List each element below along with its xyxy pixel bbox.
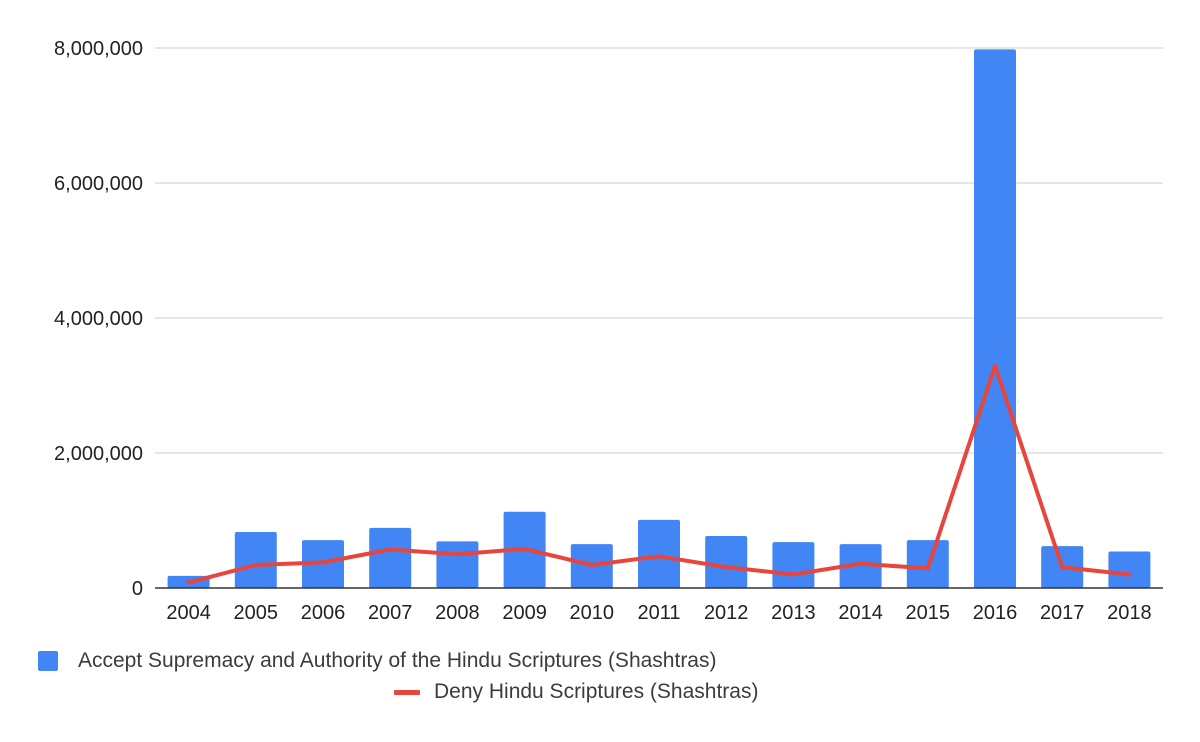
bar-2007[interactable] <box>369 527 412 588</box>
legend-swatch-bar-series <box>38 651 58 671</box>
y-tick-label: 4,000,000 <box>54 308 143 330</box>
legend-item-line-series[interactable]: Deny Hindu Scriptures (Shashtras) <box>394 680 758 704</box>
x-tick-label: 2013 <box>771 602 816 624</box>
bar-2016[interactable] <box>974 49 1016 589</box>
line-point-2012[interactable] <box>724 565 729 570</box>
x-tick-label: 2012 <box>704 602 749 624</box>
line-point-2017[interactable] <box>1060 565 1065 570</box>
line-point-2006[interactable] <box>321 560 325 565</box>
x-tick-label: 2005 <box>234 602 279 624</box>
legend-swatch-line-series <box>394 689 420 695</box>
y-tick-label: 6,000,000 <box>54 173 143 195</box>
line-point-2010[interactable] <box>589 563 594 568</box>
line-point-2013[interactable] <box>791 572 796 577</box>
line-point-2009[interactable] <box>522 546 527 551</box>
bar-2014[interactable] <box>839 544 882 588</box>
x-tick-label: 2007 <box>368 602 413 624</box>
line-point-2005[interactable] <box>253 563 258 568</box>
x-tick-label: 2010 <box>570 602 615 624</box>
legend-item-bar-series[interactable]: Accept Supremacy and Authority of the Hi… <box>38 649 716 673</box>
bar-2013[interactable] <box>772 542 815 588</box>
y-tick-label: 0 <box>132 578 143 600</box>
line-point-2018[interactable] <box>1127 572 1132 577</box>
x-tick-label: 2015 <box>906 602 951 624</box>
legend-label-line-series: Deny Hindu Scriptures (Shashtras) <box>434 680 759 703</box>
line-point-2014[interactable] <box>858 561 863 566</box>
line-point-2008[interactable] <box>455 552 460 557</box>
x-tick-label: 2011 <box>637 602 680 624</box>
bar-2005[interactable] <box>234 531 277 588</box>
x-tick-label: 2009 <box>502 602 547 624</box>
bar-series <box>167 49 1151 589</box>
bar-2008[interactable] <box>436 541 479 588</box>
x-tick-label: 2014 <box>838 602 883 624</box>
x-tick-label: 2008 <box>435 602 480 624</box>
y-tick-label: 8,000,000 <box>54 38 143 60</box>
line-series <box>186 363 1132 585</box>
legend-label-bar-series: Accept Supremacy and Authority of the Hi… <box>78 649 717 672</box>
line-point-2011[interactable] <box>657 554 661 559</box>
x-tick-label: 2004 <box>166 602 211 624</box>
line-point-2015[interactable] <box>925 566 930 571</box>
x-tick-label: 2018 <box>1107 602 1152 624</box>
bar-2012[interactable] <box>705 536 748 588</box>
axes: 0 2,000,000 4,000,000 6,000,000 8,000,000 200… <box>54 38 1163 624</box>
line-point-2007[interactable] <box>388 547 393 552</box>
line-point-2016[interactable] <box>993 363 997 368</box>
x-tick-label: 2006 <box>301 602 346 624</box>
bar-2018[interactable] <box>1108 551 1151 588</box>
y-tick-label: 2,000,000 <box>54 443 143 465</box>
line-point-2004[interactable] <box>186 580 191 585</box>
plot-area: 0 2,000,000 4,000,000 6,000,000 8,000,000 200… <box>54 38 1163 624</box>
x-tick-label: 2017 <box>1040 602 1085 624</box>
bar-2011[interactable] <box>638 519 680 588</box>
x-tick-label: 2016 <box>973 602 1018 624</box>
